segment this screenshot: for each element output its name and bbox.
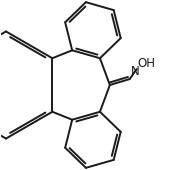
Text: N: N: [131, 65, 140, 78]
Text: OH: OH: [138, 57, 156, 70]
